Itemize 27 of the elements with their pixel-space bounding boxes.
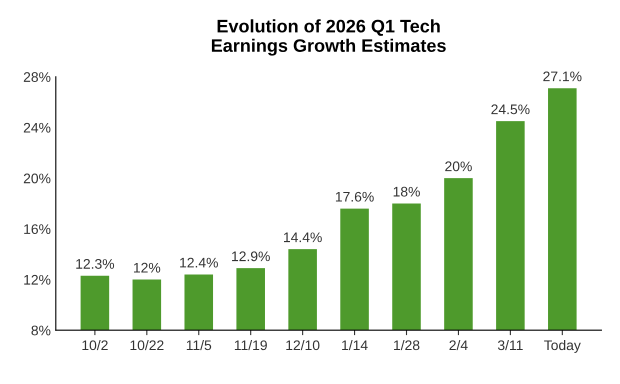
data-label: 24.5% [491, 104, 530, 114]
x-tick-label: 10/2 [82, 340, 108, 350]
x-tick-label: Today [544, 340, 581, 353]
data-label: 12% [134, 262, 160, 273]
x-tick-label: 12/10 [286, 340, 320, 350]
y-tick-label: 20% [24, 174, 50, 184]
chart-title: Evolution of 2026 Q1 Tech Earnings Growth Estimates [212, 19, 446, 56]
x-tick-label: 1/28 [394, 340, 420, 350]
data-label: 27.1% [543, 71, 582, 82]
data-label: 20% [445, 161, 472, 172]
y-tick-label: 8% [31, 326, 50, 336]
x-tick-label: 11/19 [234, 340, 267, 350]
data-label: 12.3% [76, 259, 114, 269]
data-label: 12.4% [180, 258, 218, 268]
data-label: 18% [394, 186, 420, 197]
x-tick-label: 1/14 [342, 340, 368, 350]
y-tick-label: 28% [24, 72, 50, 82]
data-label: 12.9% [232, 251, 270, 262]
data-label: 17.6% [336, 192, 374, 202]
x-tick-label: 10/22 [130, 340, 164, 350]
y-tick-label: 24% [24, 122, 50, 133]
y-tick-label: 16% [24, 224, 50, 234]
x-tick-label: 2/4 [449, 340, 468, 350]
x-tick-label: 11/5 [186, 340, 212, 350]
y-tick-label: 12% [24, 274, 50, 285]
data-label: 14.4% [284, 232, 322, 242]
x-tick-label: 3/11 [498, 340, 523, 350]
